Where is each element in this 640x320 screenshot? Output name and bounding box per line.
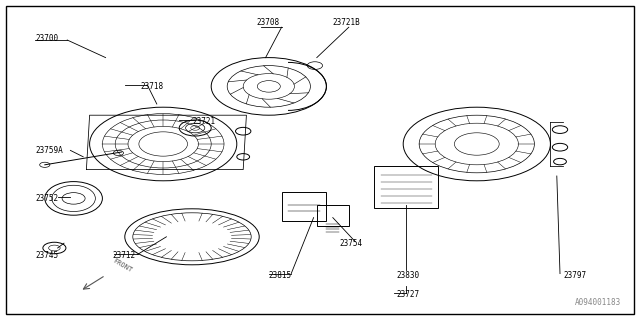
Text: 23745: 23745 bbox=[35, 252, 58, 260]
Text: 23752: 23752 bbox=[35, 194, 58, 203]
Text: FRONT: FRONT bbox=[112, 258, 133, 274]
Text: A094001183: A094001183 bbox=[575, 298, 621, 307]
Text: 23718: 23718 bbox=[141, 82, 164, 91]
Bar bbox=[317, 205, 349, 226]
Text: 23759A: 23759A bbox=[35, 146, 63, 155]
Bar bbox=[282, 192, 326, 221]
Text: 23815: 23815 bbox=[269, 271, 292, 280]
Text: 23797: 23797 bbox=[563, 271, 586, 280]
Text: 23721B: 23721B bbox=[333, 18, 360, 27]
Text: 23700: 23700 bbox=[35, 34, 58, 43]
Text: 23721: 23721 bbox=[192, 117, 215, 126]
Text: 23712: 23712 bbox=[112, 252, 135, 260]
Text: 23830: 23830 bbox=[397, 271, 420, 280]
Text: 23708: 23708 bbox=[256, 18, 279, 27]
Text: 23727: 23727 bbox=[397, 290, 420, 299]
Text: 23754: 23754 bbox=[339, 239, 362, 248]
Bar bbox=[374, 166, 438, 208]
